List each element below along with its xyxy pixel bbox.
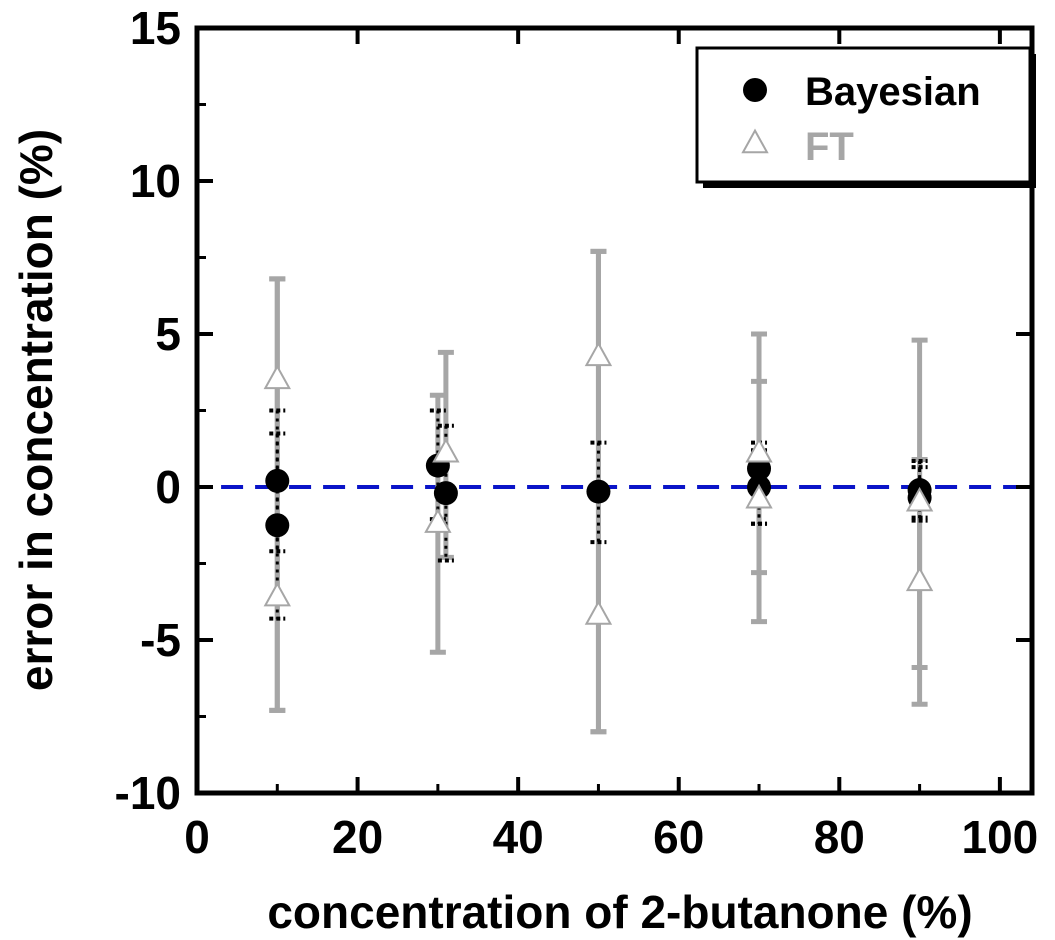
ft-point (424, 508, 452, 533)
bayesian-error-bar (437, 423, 454, 563)
legend-marker-ft (741, 128, 769, 154)
ft-point (263, 581, 291, 607)
bayesian-point (586, 479, 611, 504)
ft-point (263, 364, 291, 390)
bayesian-point (265, 468, 290, 493)
legend-box (695, 46, 1032, 184)
ft-point (584, 341, 613, 367)
x-tick-label: 40 (493, 811, 544, 863)
y-tick-label: 5 (155, 308, 181, 360)
y-axis-title: error in concentration (%) (10, 129, 62, 691)
legend-label-bayesian: Bayesian (805, 70, 981, 114)
ft-point (584, 600, 613, 625)
ft-point (432, 437, 460, 463)
y-tick-label: 10 (130, 155, 181, 207)
legend-label-ft: FT (805, 125, 854, 169)
axes: -10 -5 0 5 10 15 0 20 40 60 80 100 concentration of … (10, 2, 1038, 938)
bayesian-point (433, 481, 458, 506)
ft-point (745, 437, 773, 463)
plot-area (221, 248, 1030, 735)
y-tick-label: 0 (155, 461, 181, 513)
legend-marker-bayesian (743, 78, 767, 102)
bayesian-error-bar (269, 408, 286, 554)
x-tick-label: 20 (332, 811, 383, 863)
bayesian-point (747, 456, 772, 481)
y-tick-label: 15 (130, 2, 181, 54)
x-axis-title: concentration of 2-butanone (%) (267, 886, 972, 938)
y-tick-label: -10 (115, 767, 181, 819)
x-tick-label: 80 (814, 811, 865, 863)
ft-point (745, 483, 773, 509)
legend: Bayesian FT (695, 46, 1036, 188)
x-tick-label: 60 (653, 811, 704, 863)
ft-point (905, 486, 934, 512)
x-tick-label: 0 (184, 811, 210, 863)
ft-error-bar (269, 276, 286, 713)
bayesian-point (265, 513, 290, 538)
ft-point (905, 566, 934, 592)
x-tick-label: 100 (962, 811, 1039, 863)
y-tick-label: -5 (140, 614, 181, 666)
